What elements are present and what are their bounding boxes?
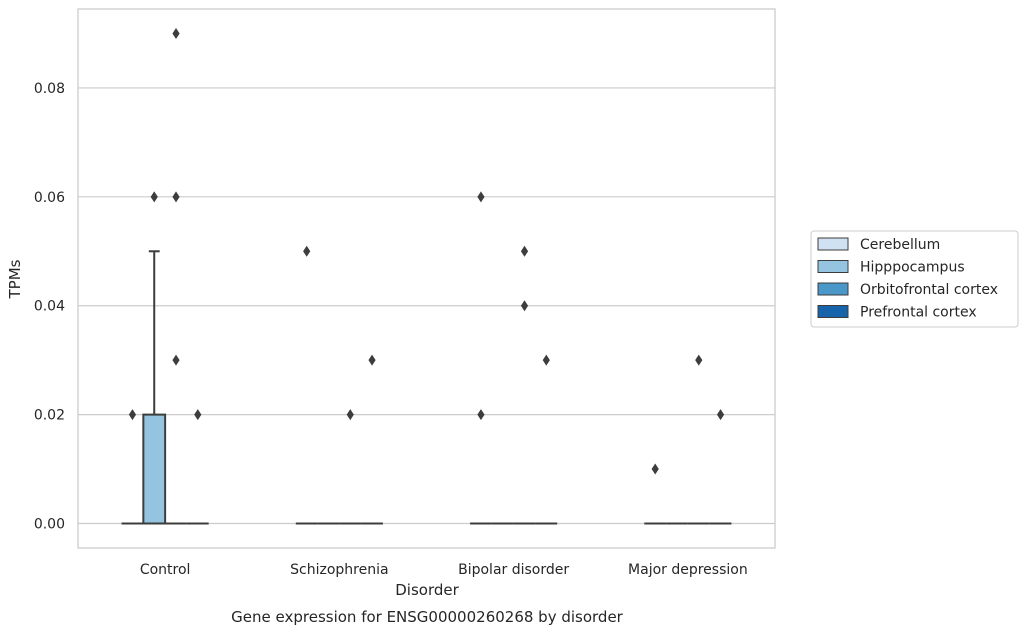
box-group	[709, 409, 732, 525]
box-plot-boxes	[121, 28, 732, 525]
box-group	[470, 191, 492, 525]
y-tick-label: 0.08	[34, 81, 65, 97]
box-group	[121, 409, 144, 525]
y-gridlines	[78, 87, 775, 525]
chart-caption: Gene expression for ENSG00000260268 by d…	[231, 608, 624, 626]
legend-label: Hipppocampus	[860, 260, 965, 276]
box	[142, 413, 167, 525]
outlier-point	[346, 409, 354, 421]
x-tick-label: Bipolar disorder	[458, 562, 569, 578]
outlier-point	[303, 245, 311, 257]
legend-label: Cerebellum	[860, 237, 940, 253]
y-tick-labels: 0.00 0.02 0.04 0.06 0.08	[34, 81, 65, 533]
outlier-point	[520, 300, 529, 312]
outlier-point	[477, 191, 485, 203]
y-tick-label: 0.02	[34, 408, 65, 424]
outlier-point	[520, 245, 529, 257]
box-group	[513, 245, 536, 525]
outlier-point	[542, 354, 550, 366]
outlier-point	[695, 354, 703, 366]
y-tick-label: 0.04	[34, 299, 65, 315]
outlier-point	[368, 354, 376, 366]
x-tick-label: Schizophrenia	[290, 562, 388, 578]
box-group	[165, 28, 187, 525]
x-tick-label: Control	[140, 562, 191, 578]
box-group	[339, 409, 362, 525]
outlier-point	[194, 409, 202, 421]
plot-frame	[77, 8, 776, 549]
y-tick-label: 0.06	[34, 190, 65, 206]
x-axis-title: Disorder	[395, 581, 459, 599]
box-group	[361, 354, 383, 525]
box-group	[142, 191, 167, 525]
outlier-point	[716, 409, 725, 421]
y-axis-title: TPMs	[6, 259, 24, 299]
box-group	[295, 245, 318, 525]
outlier-point	[172, 28, 180, 39]
box-group	[186, 409, 209, 525]
outlier-point	[477, 409, 485, 421]
y-tick-label: 0.00	[34, 517, 65, 533]
outlier-point	[651, 463, 659, 475]
x-tick-label: Major depression	[628, 562, 748, 578]
outlier-point	[172, 354, 180, 366]
box-group	[687, 354, 710, 525]
box-group	[644, 463, 667, 525]
legend-swatch	[817, 237, 849, 251]
x-tick-labels: Control Schizophrenia Bipolar disorder Majo…	[140, 562, 748, 578]
legend-label: Orbitofrontal cortex	[860, 282, 998, 298]
legend-frame	[810, 230, 1019, 328]
legend-swatch	[817, 305, 849, 318]
legend-swatch	[817, 282, 849, 296]
outlier-point	[150, 191, 158, 203]
legend: Cerebellum Hipppocampus Orbitofrontal cort…	[810, 230, 1019, 328]
outlier-point	[172, 191, 180, 203]
legend-swatch	[817, 260, 849, 273]
outlier-point	[128, 409, 137, 421]
box-group	[535, 354, 558, 525]
legend-label: Prefrontal cortex	[860, 305, 977, 321]
